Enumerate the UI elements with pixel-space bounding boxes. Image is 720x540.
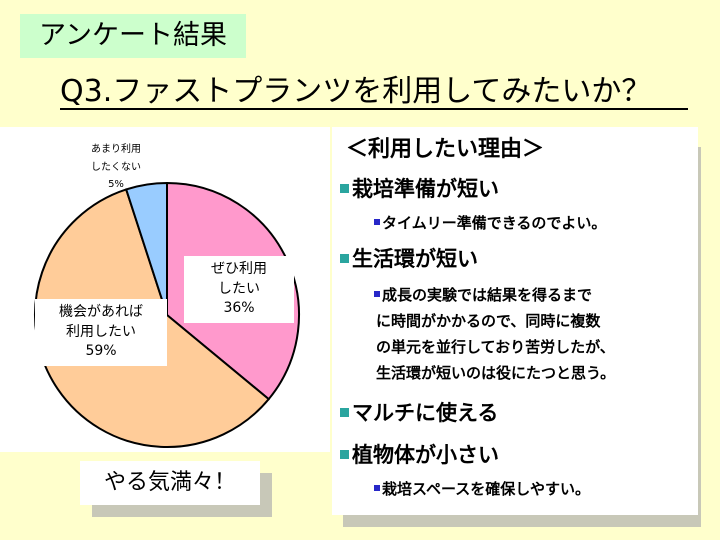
slice-label-definitely-line2: したい: [218, 280, 260, 297]
reason-cultivation-prep-detail: タイムリー準備できるのでよい。: [374, 212, 606, 233]
slice-label-if-chance-line1: 機会があれば: [59, 304, 143, 320]
slice-percent-definitely: 36%: [223, 300, 255, 317]
slice-percent-if-chance: 59%: [85, 343, 117, 360]
reason-life-cycle-detail-1: 成長の実験では結果を得るまで: [374, 284, 592, 305]
slice-percent-not-much: 5%: [108, 179, 124, 190]
slice-label-if-chance-line2: 利用したい: [66, 323, 136, 340]
title-underline: [60, 108, 688, 110]
reason-life-cycle-detail-4: 生活環が短いのは役にたつと思う。: [376, 364, 616, 382]
page-title: Q3.ファストプランツを利用してみたいか？: [60, 74, 652, 109]
pie-chart-panel: あまり利用 したくない 5% ぜひ利用 したい 36% 機会があれば 利用したい…: [0, 127, 330, 452]
slice-label-not-much-line1: あまり利用: [91, 144, 141, 155]
slice-label-definitely: ぜひ利用 したい 36%: [184, 256, 294, 323]
slice-label-definitely-line1: ぜひ利用: [211, 261, 267, 277]
slice-label-not-much-line2: したくない: [91, 161, 141, 173]
reason-small-plant-detail: 栽培スペースを確保しやすい。: [374, 478, 590, 499]
reason-life-cycle: 生活環が短い: [340, 243, 478, 273]
motivation-callout: やる気満々！: [80, 461, 260, 505]
reasons-heading: ＜利用したい理由＞: [346, 137, 545, 162]
section-tag: アンケート結果: [20, 14, 246, 58]
slice-label-not-much: あまり利用 したくない 5%: [62, 141, 170, 194]
reason-life-cycle-detail-2: に時間がかかるので、同時に複数: [376, 312, 601, 330]
reasons-panel: ＜利用したい理由＞ 栽培準備が短い タイムリー準備できるのでよい。 生活環が短い…: [332, 127, 698, 515]
reason-cultivation-prep: 栽培準備が短い: [340, 173, 499, 203]
reason-small-plant: 植物体が小さい: [340, 439, 499, 469]
pie-slice-not-much: [124, 181, 168, 316]
reason-multi-use: マルチに使える: [340, 397, 498, 427]
slice-label-if-chance: 機会があれば 利用したい 59%: [35, 299, 167, 366]
reason-life-cycle-detail-3: の単元を並行しており苦労したが、: [376, 338, 615, 356]
